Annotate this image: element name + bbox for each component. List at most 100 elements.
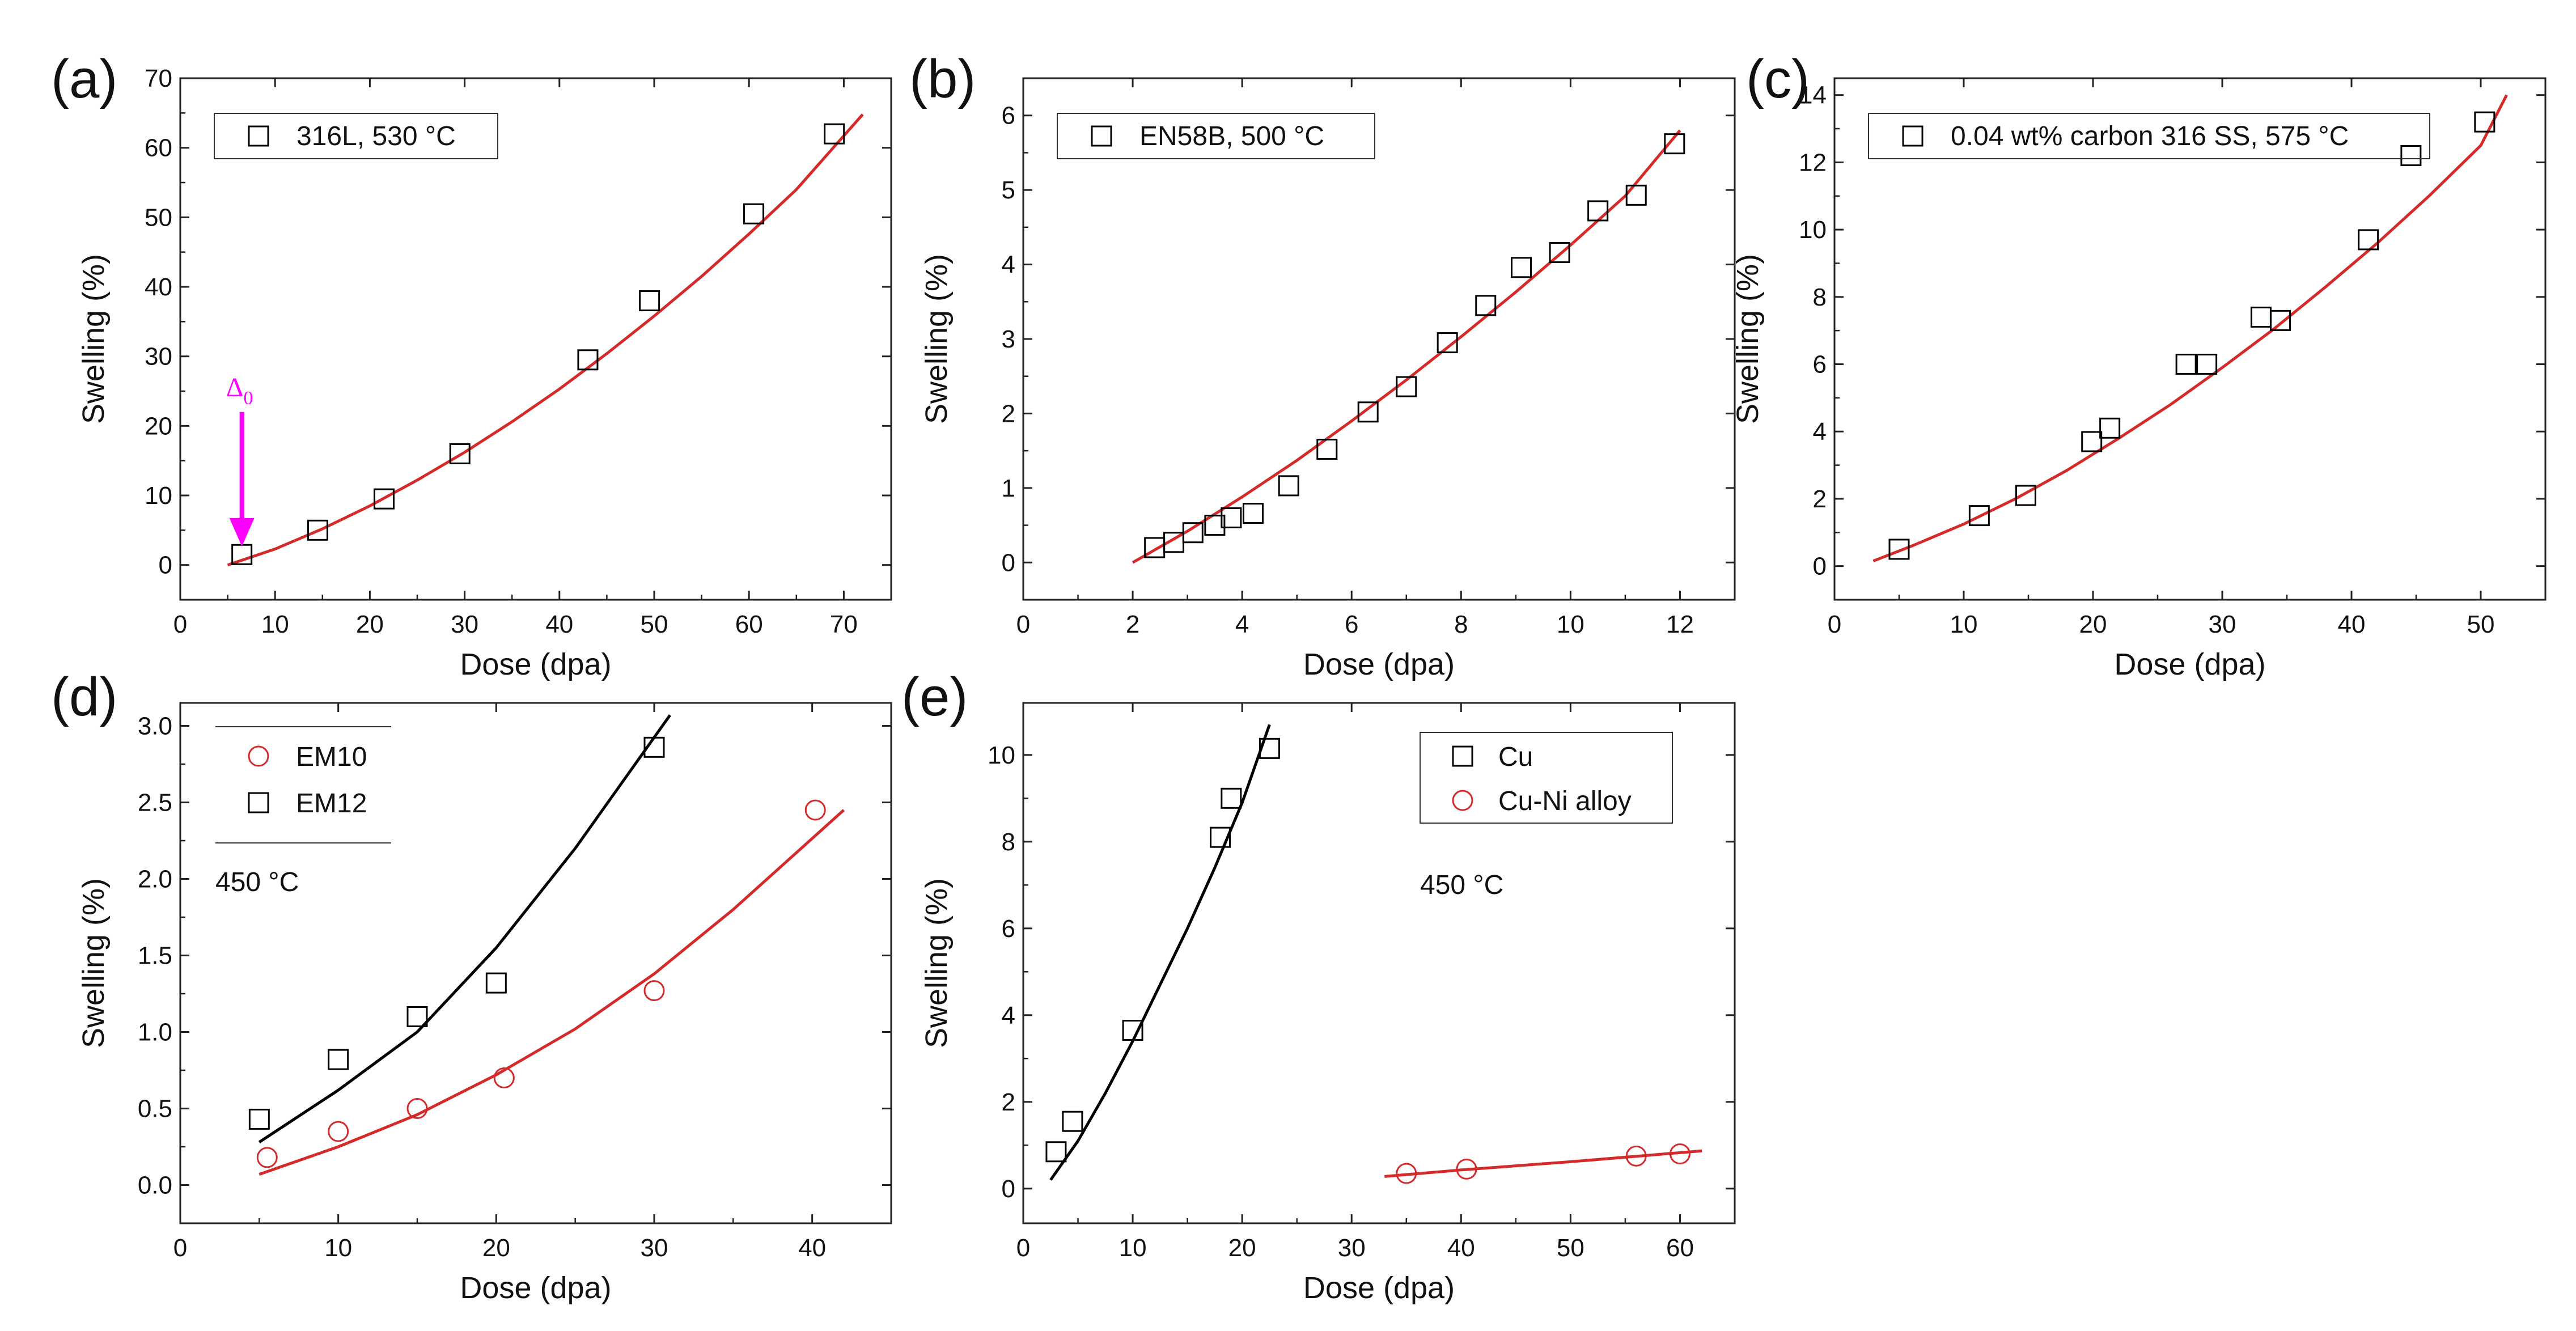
panel-label-d: (d)	[51, 667, 117, 727]
data-point-b-0	[1511, 257, 1532, 278]
x-tick-label: 4	[1235, 611, 1249, 638]
y-axis-label: Swelling (%)	[77, 254, 111, 424]
data-point-e-1	[1456, 1158, 1477, 1180]
legend-marker-e-1	[1452, 790, 1473, 811]
fit-curve-e-1	[1384, 1149, 1702, 1178]
x-tick-label: 30	[641, 1234, 668, 1262]
y-tick-label: 1.0	[138, 1019, 172, 1046]
data-point-d-1	[485, 972, 507, 994]
data-point-c-0	[2250, 306, 2272, 328]
data-point-e-1	[1625, 1145, 1647, 1167]
x-tick-label: 30	[2209, 611, 2236, 638]
plot-frame-a	[179, 77, 892, 601]
y-tick-label: 2	[1002, 1088, 1015, 1116]
y-tick-label: 6	[1813, 351, 1827, 379]
data-point-c-0	[2015, 485, 2036, 506]
data-point-b-0	[1396, 376, 1417, 397]
x-tick-label: 40	[545, 611, 573, 638]
x-tick-label: 0	[1828, 611, 1841, 638]
x-tick-label: 10	[1950, 611, 1978, 638]
fit-curve-d-1	[258, 714, 671, 1143]
data-point-b-0	[1437, 332, 1458, 354]
legend-marker	[1902, 125, 1923, 147]
data-point-c-0	[2400, 145, 2422, 167]
plot-frame-b	[1022, 77, 1736, 601]
data-point-d-0	[493, 1067, 515, 1088]
y-tick-label: 0.5	[138, 1095, 172, 1123]
data-point-a-0	[639, 290, 660, 312]
y-tick-label: 2.0	[138, 866, 172, 893]
x-axis-label: Dose (dpa)	[2114, 647, 2265, 681]
panel-a: (a) 0 10 20 30 40 50 60 70 0 10 20 30 40 50 60 70 Dose (d…	[51, 49, 892, 681]
data-point-d-0	[804, 799, 826, 821]
x-axis-label: Dose (dpa)	[460, 1271, 611, 1305]
data-point-d-1	[406, 1006, 428, 1027]
x-tick-label: 0	[1016, 1234, 1030, 1262]
y-tick-label: 3.0	[138, 713, 172, 740]
x-tick-label: 20	[356, 611, 384, 638]
y-tick-label: 2	[1813, 485, 1827, 513]
fit-curve-e-0	[1049, 724, 1271, 1181]
y-axis-label: Swelling (%)	[920, 878, 954, 1048]
plot-frame-d	[179, 702, 892, 1224]
delta-symbol: Δ	[226, 372, 244, 402]
y-tick-label: 8	[1002, 828, 1015, 856]
panel-label-e: (e)	[901, 667, 968, 727]
data-point-c-0	[2358, 229, 2379, 251]
data-point-c-0	[2175, 354, 2197, 375]
legend-marker-a	[248, 125, 269, 147]
y-tick-label: 0	[1002, 1175, 1015, 1203]
x-tick-label: 50	[2467, 611, 2495, 638]
data-point-a-0	[824, 123, 845, 145]
x-tick-label: 20	[1228, 1234, 1256, 1262]
data-point-b-0	[1625, 184, 1647, 206]
x-axis-label: Dose (dpa)	[1303, 1271, 1455, 1305]
data-point-e-0	[1221, 787, 1242, 809]
y-tick-label: 4	[1002, 251, 1015, 279]
y-tick-label: 0	[1813, 553, 1827, 580]
delta0-arrow-head	[229, 518, 255, 546]
legend-marker-e-0	[1452, 745, 1473, 767]
x-tick-label: 0	[173, 611, 187, 638]
x-tick-label: 10	[261, 611, 289, 638]
x-tick-label: 50	[1557, 1234, 1584, 1262]
y-tick-label: 0	[159, 552, 172, 579]
y-tick-label: 14	[1799, 82, 1827, 109]
plot-frame-e	[1022, 702, 1736, 1224]
data-point-e-0	[1045, 1141, 1067, 1163]
x-tick-label: 0	[173, 1234, 187, 1262]
legend-marker	[248, 125, 269, 147]
legend-entry-b: EN58B, 500 °C	[1139, 121, 1324, 151]
x-tick-label: 60	[1666, 1234, 1694, 1262]
data-point-c-0	[2270, 310, 2291, 331]
data-point-d-1	[328, 1049, 349, 1070]
x-tick-label: 30	[1338, 1234, 1366, 1262]
x-tick-label: 8	[1454, 611, 1468, 638]
data-point-b-0	[1316, 439, 1338, 460]
y-tick-label: 0.0	[138, 1172, 172, 1199]
legend-marker	[1091, 125, 1112, 147]
legend-marker	[1452, 790, 1473, 811]
legend-entry-d-0: EM10	[296, 742, 367, 772]
data-point-d-0	[256, 1147, 278, 1168]
y-tick-label: 4	[1813, 418, 1827, 446]
x-tick-label: 40	[798, 1234, 826, 1262]
fit-curve-c-0	[1872, 94, 2508, 563]
x-axis-label: Dose (dpa)	[1303, 647, 1455, 681]
data-point-e-1	[1669, 1143, 1690, 1165]
legend-marker	[248, 792, 269, 813]
data-point-c-0	[2196, 354, 2218, 375]
x-tick-label: 6	[1345, 611, 1358, 638]
y-tick-label: 60	[145, 134, 172, 162]
panel-c: (c) 0 10 20 30 40 50 0 2 4 6 8 10 12 14 Dose (dpa) Swell…	[1731, 49, 2547, 681]
data-point-e-0	[1259, 737, 1280, 759]
y-tick-label: 10	[1799, 216, 1827, 244]
temperature-annotation: 450 °C	[1420, 870, 1503, 900]
y-tick-label: 40	[145, 273, 172, 301]
data-point-a-0	[743, 203, 765, 224]
data-point-e-1	[1396, 1163, 1417, 1184]
data-point-c-0	[2099, 417, 2121, 439]
data-point-b-0	[1587, 200, 1609, 222]
data-point-b-0	[1475, 295, 1497, 316]
